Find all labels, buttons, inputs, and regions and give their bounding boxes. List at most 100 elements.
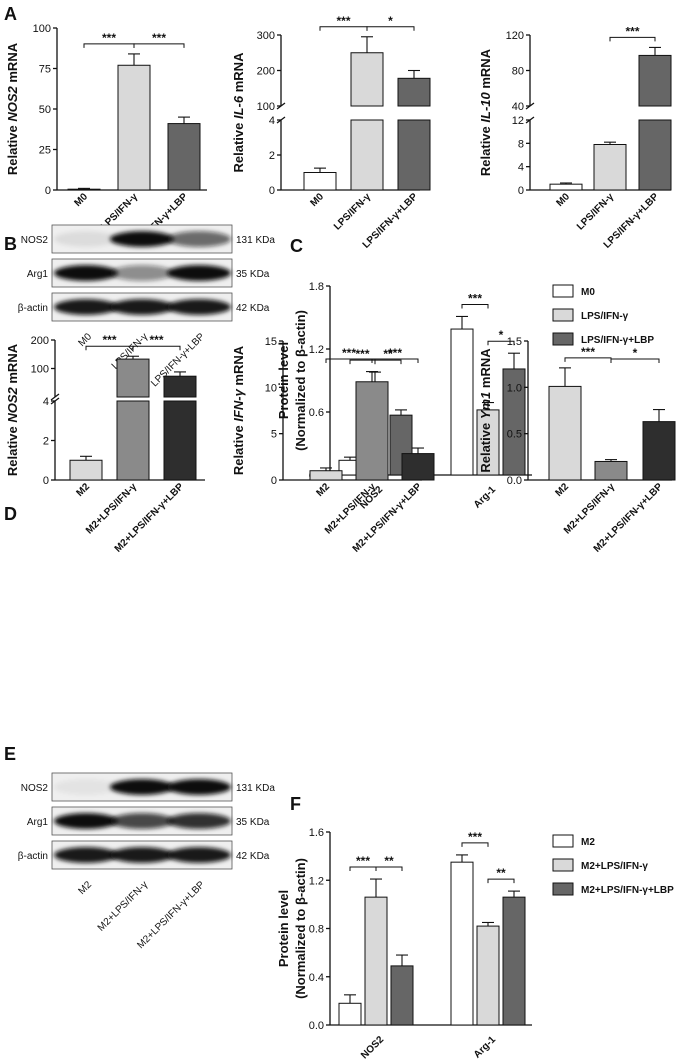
blot-kda-label: 35 KDa bbox=[236, 269, 270, 280]
blot-kda-label: 131 KDa bbox=[236, 235, 275, 246]
bar bbox=[397, 119, 431, 191]
significance-label: ** bbox=[496, 866, 506, 880]
blot-band bbox=[110, 779, 174, 795]
y-tick-label: 1.8 bbox=[309, 281, 324, 293]
blot-kda-label: 131 KDa bbox=[236, 783, 275, 794]
legend-swatch bbox=[552, 834, 574, 848]
significance-label: *** bbox=[355, 347, 369, 361]
bar bbox=[642, 421, 676, 481]
bar bbox=[593, 144, 627, 191]
y-tick-label: 0.8 bbox=[309, 924, 324, 936]
y-tick-label: 120 bbox=[506, 30, 524, 42]
category-label: M0 bbox=[73, 191, 91, 209]
blot-band bbox=[110, 231, 174, 247]
bar bbox=[116, 358, 150, 398]
category-label: M2 bbox=[75, 481, 93, 499]
significance-label: *** bbox=[102, 31, 116, 45]
panel-letter: B bbox=[4, 234, 17, 254]
blot-band bbox=[110, 299, 174, 315]
y-axis-label-part: mRNA bbox=[478, 348, 493, 392]
legend-swatch bbox=[552, 308, 574, 322]
y-tick-label: 1.5 bbox=[507, 336, 522, 348]
y-tick-label: 100 bbox=[257, 101, 275, 113]
y-tick-label: 0.5 bbox=[507, 429, 522, 441]
y-tick-label: 100 bbox=[33, 23, 51, 35]
blot-protein-label: β-actin bbox=[18, 303, 48, 314]
y-tick-label: 200 bbox=[31, 335, 49, 347]
blot-band bbox=[167, 265, 231, 281]
blot-band bbox=[54, 265, 118, 281]
legend-swatch bbox=[552, 332, 574, 346]
y-tick-label: 4 bbox=[269, 115, 275, 127]
significance-label: * bbox=[499, 328, 504, 342]
bar bbox=[163, 400, 197, 481]
y-axis-label-part: Relative bbox=[231, 119, 246, 172]
significance-label: *** bbox=[388, 346, 402, 360]
group-label: NOS2 bbox=[359, 1034, 386, 1060]
bar bbox=[116, 400, 150, 481]
significance-label: *** bbox=[342, 346, 356, 360]
blot-protein-label: NOS2 bbox=[21, 783, 49, 794]
y-axis-label-part: Relative bbox=[231, 422, 246, 475]
legend-swatch bbox=[552, 284, 574, 298]
significance-bracket bbox=[371, 358, 419, 363]
significance-bracket bbox=[610, 358, 660, 363]
y-tick-label: 0 bbox=[518, 185, 524, 197]
legend-label: M2 bbox=[581, 837, 595, 848]
significance-bracket bbox=[609, 36, 656, 42]
significance-label: *** bbox=[336, 14, 350, 28]
blot-kda-label: 42 KDa bbox=[236, 851, 270, 862]
blot-band bbox=[54, 299, 118, 315]
bar bbox=[548, 385, 582, 481]
y-tick-label: 2 bbox=[43, 436, 49, 448]
blot-band bbox=[54, 813, 118, 829]
bar bbox=[401, 453, 435, 481]
bar bbox=[638, 119, 672, 191]
y-tick-label: 1.2 bbox=[309, 875, 324, 887]
significance-label: *** bbox=[468, 291, 482, 305]
y-axis-label: Protein level (Normalized to β-actin) bbox=[276, 310, 308, 451]
y-tick-label: 100 bbox=[31, 364, 49, 376]
significance-label: * bbox=[388, 14, 393, 28]
y-tick-label: 1.0 bbox=[507, 382, 522, 394]
significance-label: ** bbox=[383, 347, 393, 361]
blot-band bbox=[54, 779, 118, 795]
blot-band bbox=[167, 813, 231, 829]
y-tick-label: 0 bbox=[269, 185, 275, 197]
bar bbox=[163, 375, 197, 398]
bar bbox=[364, 896, 388, 1026]
y-axis-label-part: IL-6 bbox=[231, 95, 246, 119]
significance-label: *** bbox=[152, 31, 166, 45]
blot-kda-label: 35 KDa bbox=[236, 817, 270, 828]
category-label: M0 bbox=[555, 191, 573, 209]
y-tick-label: 4 bbox=[43, 396, 49, 408]
legend-swatch bbox=[552, 882, 574, 896]
category-label: LPS/IFN-γ bbox=[332, 191, 373, 232]
y-axis-label-part: Relative bbox=[5, 122, 20, 175]
blot-kda-label: 42 KDa bbox=[236, 303, 270, 314]
legend-swatch bbox=[552, 858, 574, 872]
bar bbox=[167, 123, 201, 191]
legend-label: LPS/IFN-γ bbox=[581, 311, 629, 322]
y-tick-label: 0 bbox=[271, 475, 277, 487]
legend-label: M0 bbox=[581, 287, 595, 298]
category-label: LPS/IFN-γ bbox=[575, 191, 616, 232]
blot-protein-label: Arg1 bbox=[27, 269, 49, 280]
significance-bracket bbox=[133, 43, 185, 48]
y-tick-label: 0.0 bbox=[309, 1020, 324, 1032]
y-tick-label: 50 bbox=[39, 104, 51, 116]
significance-bracket bbox=[374, 359, 402, 365]
category-label: M2 bbox=[315, 481, 333, 499]
significance-bracket bbox=[132, 345, 181, 351]
y-tick-label: 0 bbox=[45, 185, 51, 197]
y-axis-label-part: mRNA bbox=[5, 42, 20, 86]
y-axis-label-part: Ym1 bbox=[478, 392, 493, 419]
bar bbox=[476, 925, 500, 1026]
y-axis-label: Protein level (Normalized to β-actin) bbox=[276, 858, 308, 999]
bar bbox=[69, 459, 103, 481]
bar bbox=[450, 861, 474, 1026]
y-tick-label: 8 bbox=[518, 138, 524, 150]
y-tick-label: 25 bbox=[39, 145, 51, 157]
significance-label: ** bbox=[384, 854, 394, 868]
y-tick-label: 1.6 bbox=[309, 827, 324, 839]
